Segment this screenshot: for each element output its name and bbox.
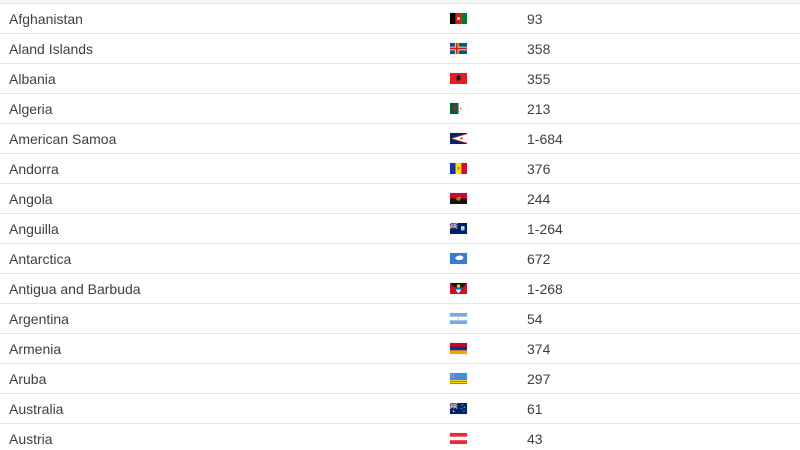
country-row[interactable]: Anguilla 1-264 — [0, 214, 800, 244]
country-name: Australia — [9, 400, 64, 417]
country-row[interactable]: Austria 43 — [0, 424, 800, 450]
dial-code: 1-268 — [527, 280, 563, 297]
country-name: American Samoa — [9, 130, 117, 147]
dial-code: 93 — [527, 10, 543, 27]
country-name: Aruba — [9, 370, 47, 387]
country-name: Anguilla — [9, 220, 59, 237]
antarctica-flag-icon — [450, 253, 527, 264]
country-name: Algeria — [9, 100, 53, 117]
country-row[interactable]: Argentina 54 — [0, 304, 800, 334]
country-row[interactable]: Antigua and Barbuda 1-268 — [0, 274, 800, 304]
dial-code: 43 — [527, 430, 543, 447]
dial-code: 672 — [527, 250, 551, 267]
dial-code: 61 — [527, 400, 543, 417]
country-row[interactable]: Armenia 374 — [0, 334, 800, 364]
country-name: Afghanistan — [9, 10, 83, 27]
country-row[interactable]: Aland Islands 358 — [0, 34, 800, 64]
dial-code: 374 — [527, 340, 551, 357]
dial-code: 54 — [527, 310, 543, 327]
country-row[interactable]: Aruba 297 — [0, 364, 800, 394]
country-row[interactable]: Andorra 376 — [0, 154, 800, 184]
american-samoa-flag-icon — [450, 133, 527, 144]
country-row[interactable]: Afghanistan 93 — [0, 4, 800, 34]
dial-code: 297 — [527, 370, 551, 387]
dial-code: 355 — [527, 70, 551, 87]
aland-islands-flag-icon — [450, 43, 527, 54]
country-name: Angola — [9, 190, 53, 207]
country-name: Antigua and Barbuda — [9, 280, 141, 297]
albania-flag-icon — [450, 73, 527, 84]
algeria-flag-icon — [450, 103, 527, 114]
top-strip — [0, 0, 800, 4]
country-name: Albania — [9, 70, 56, 87]
country-list: Afghanistan 93 Aland Islands 358 Albania… — [0, 4, 800, 450]
country-name: Andorra — [9, 160, 59, 177]
country-row[interactable]: Algeria 213 — [0, 94, 800, 124]
australia-flag-icon — [450, 403, 527, 414]
dial-code: 244 — [527, 190, 551, 207]
afghanistan-flag-icon — [450, 13, 527, 24]
anguilla-flag-icon — [450, 223, 527, 234]
armenia-flag-icon — [450, 343, 527, 354]
andorra-flag-icon — [450, 163, 527, 174]
country-row[interactable]: Albania 355 — [0, 64, 800, 94]
dial-code: 358 — [527, 40, 551, 57]
aruba-flag-icon — [450, 373, 527, 384]
argentina-flag-icon — [450, 313, 527, 324]
dial-code: 376 — [527, 160, 551, 177]
country-name: Argentina — [9, 310, 69, 327]
antigua-and-barbuda-flag-icon — [450, 283, 527, 294]
country-name: Armenia — [9, 340, 62, 357]
country-name: Austria — [9, 430, 53, 447]
country-name: Antarctica — [9, 250, 72, 267]
country-row[interactable]: American Samoa 1-684 — [0, 124, 800, 154]
angola-flag-icon — [450, 193, 527, 204]
country-row[interactable]: Angola 244 — [0, 184, 800, 214]
austria-flag-icon — [450, 433, 527, 444]
country-name: Aland Islands — [9, 40, 94, 57]
country-row[interactable]: Australia 61 — [0, 394, 800, 424]
country-row[interactable]: Antarctica 672 — [0, 244, 800, 274]
dial-code: 1-264 — [527, 220, 563, 237]
dial-code: 1-684 — [527, 130, 563, 147]
dial-code: 213 — [527, 100, 551, 117]
